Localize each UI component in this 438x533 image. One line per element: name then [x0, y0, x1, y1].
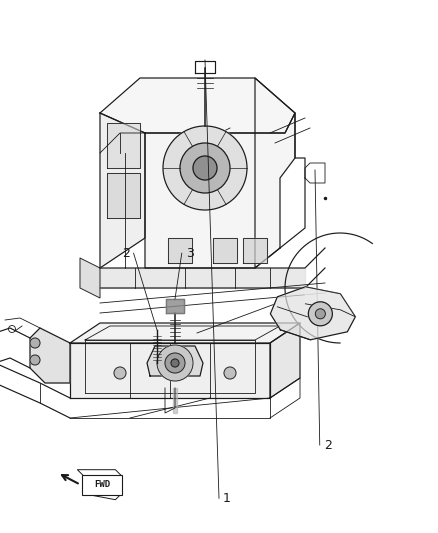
- Polygon shape: [147, 346, 203, 376]
- Polygon shape: [30, 328, 70, 383]
- Circle shape: [30, 355, 40, 365]
- Circle shape: [315, 309, 325, 319]
- Polygon shape: [166, 299, 184, 313]
- Text: 2: 2: [324, 439, 332, 451]
- Polygon shape: [145, 113, 295, 268]
- Text: 3: 3: [186, 247, 194, 260]
- Circle shape: [157, 345, 193, 381]
- Text: 2: 2: [122, 247, 130, 260]
- Polygon shape: [173, 388, 177, 413]
- Polygon shape: [213, 238, 237, 263]
- Polygon shape: [107, 123, 140, 168]
- Circle shape: [308, 302, 332, 326]
- Circle shape: [30, 338, 40, 348]
- Polygon shape: [70, 323, 300, 343]
- Circle shape: [165, 353, 185, 373]
- Polygon shape: [100, 113, 145, 268]
- Polygon shape: [100, 78, 295, 133]
- Polygon shape: [168, 238, 192, 263]
- Circle shape: [163, 126, 247, 210]
- Circle shape: [114, 367, 126, 379]
- Polygon shape: [270, 287, 355, 340]
- Polygon shape: [70, 343, 270, 398]
- Polygon shape: [100, 268, 305, 288]
- Polygon shape: [107, 173, 140, 218]
- Polygon shape: [80, 258, 100, 298]
- Text: 1: 1: [223, 492, 231, 505]
- Polygon shape: [305, 287, 355, 317]
- Circle shape: [224, 367, 236, 379]
- Polygon shape: [270, 323, 300, 398]
- FancyBboxPatch shape: [82, 475, 122, 495]
- Polygon shape: [243, 238, 267, 263]
- Text: FWD: FWD: [94, 480, 110, 489]
- Circle shape: [171, 359, 179, 367]
- Circle shape: [193, 156, 217, 180]
- Circle shape: [180, 143, 230, 193]
